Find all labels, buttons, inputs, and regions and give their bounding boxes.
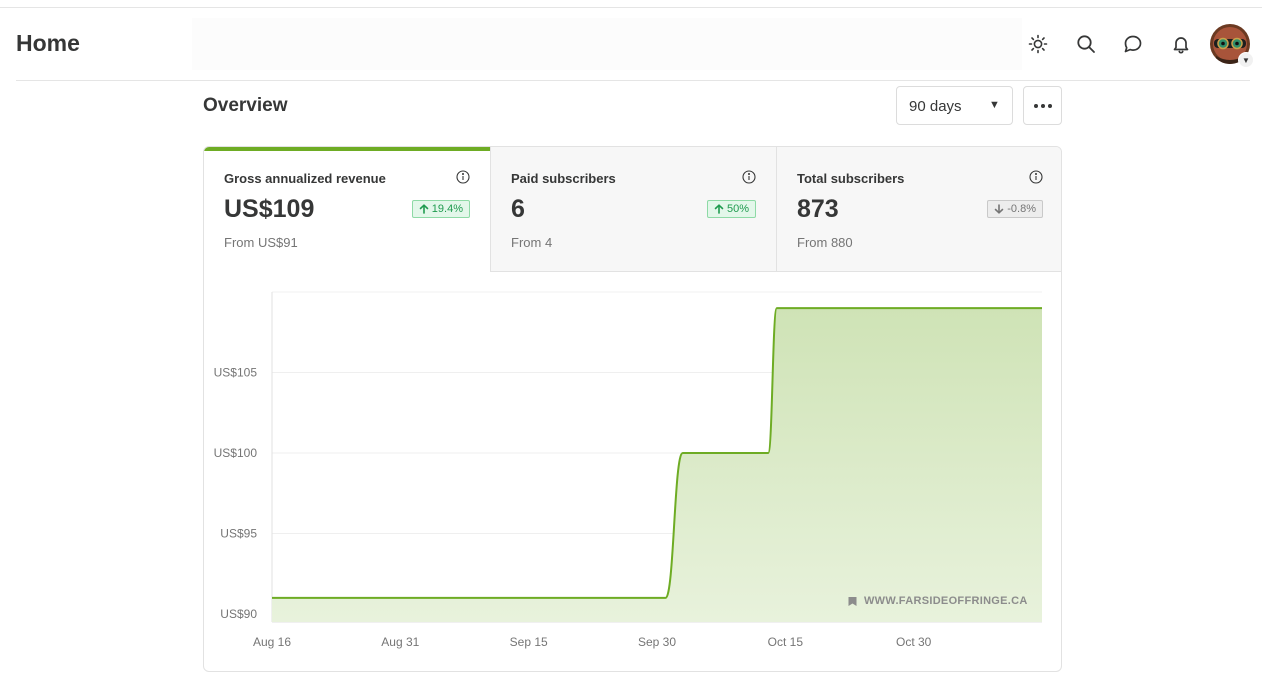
ellipsis-dot bbox=[1047, 103, 1052, 108]
x-tick-label: Sep 15 bbox=[510, 635, 548, 649]
arrow-up-icon bbox=[419, 204, 429, 214]
date-range-value: 90 days bbox=[909, 98, 962, 115]
search-icon[interactable] bbox=[1072, 30, 1100, 58]
metric-label: Paid subscribers bbox=[511, 171, 616, 186]
ellipsis-dot bbox=[1033, 103, 1038, 108]
metric-value: 873 bbox=[797, 195, 839, 223]
revenue-area bbox=[272, 308, 1042, 622]
y-tick-label: US$95 bbox=[220, 526, 257, 540]
y-tick-label: US$100 bbox=[214, 446, 258, 460]
page-title: Home bbox=[16, 30, 80, 56]
change-value: 19.4% bbox=[431, 202, 463, 215]
change-badge: -0.8% bbox=[987, 200, 1043, 218]
y-tick-label: US$90 bbox=[220, 607, 257, 621]
metric-from: From 4 bbox=[511, 235, 553, 250]
bookmark-icon bbox=[848, 596, 857, 606]
x-tick-label: Oct 15 bbox=[768, 635, 804, 649]
header-spacer bbox=[192, 18, 1022, 70]
metric-tab-total-subscribers[interactable]: Total subscribers 873 -0.8% From 880 bbox=[776, 147, 1061, 272]
page-header: Home bbox=[16, 8, 1254, 81]
revenue-chart: US$90 US$95 US$100 US$105 Aug 16 Aug 31 Sep 1… bbox=[214, 291, 1042, 649]
ellipsis-dot bbox=[1040, 103, 1045, 108]
x-tick-label: Oct 30 bbox=[896, 635, 932, 649]
change-badge: 50% bbox=[706, 200, 756, 218]
sun-icon[interactable] bbox=[1024, 30, 1052, 58]
info-icon[interactable] bbox=[456, 170, 470, 184]
watermark-text: WWW.FARSIDEOFFRINGE.CA bbox=[864, 595, 1028, 607]
info-icon[interactable] bbox=[1029, 170, 1043, 184]
revenue-line bbox=[272, 307, 1042, 599]
metric-label: Total subscribers bbox=[797, 171, 905, 186]
x-tick-label: Aug 16 bbox=[253, 635, 291, 649]
chat-icon[interactable] bbox=[1119, 30, 1147, 58]
change-badge: 19.4% bbox=[411, 200, 470, 218]
change-value: -0.8% bbox=[1007, 202, 1036, 215]
info-icon[interactable] bbox=[742, 170, 756, 184]
metric-tab-gross-revenue[interactable]: Gross annualized revenue US$109 19.4% Fr… bbox=[204, 147, 490, 272]
metric-from: From US$91 bbox=[224, 235, 298, 250]
metric-from: From 880 bbox=[797, 235, 853, 250]
metric-value: US$109 bbox=[224, 195, 315, 223]
metric-tab-paid-subscribers[interactable]: Paid subscribers 6 50% From 4 bbox=[490, 147, 776, 272]
arrow-up-icon bbox=[714, 204, 724, 214]
watermark: WWW.FARSIDEOFFRINGE.CA bbox=[847, 595, 1028, 607]
change-value: 50% bbox=[726, 202, 749, 215]
account-menu-caret-icon[interactable]: ▼ bbox=[1238, 52, 1254, 68]
metric-label: Gross annualized revenue bbox=[224, 171, 386, 186]
y-tick-label: US$105 bbox=[214, 365, 258, 379]
x-tick-label: Aug 31 bbox=[381, 635, 419, 649]
top-border bbox=[0, 0, 1262, 8]
arrow-down-icon bbox=[994, 204, 1004, 214]
more-options-button[interactable] bbox=[1023, 86, 1062, 125]
metric-value: 6 bbox=[511, 195, 525, 223]
x-tick-label: Sep 30 bbox=[638, 635, 676, 649]
metrics-card: Gross annualized revenue US$109 19.4% Fr… bbox=[203, 146, 1062, 672]
avatar[interactable] bbox=[1210, 24, 1250, 64]
overview-title: Overview bbox=[203, 95, 288, 116]
date-range-select[interactable]: 90 days ▼ bbox=[896, 86, 1013, 125]
bell-icon[interactable] bbox=[1167, 30, 1195, 58]
caret-down-icon: ▼ bbox=[989, 99, 1000, 111]
